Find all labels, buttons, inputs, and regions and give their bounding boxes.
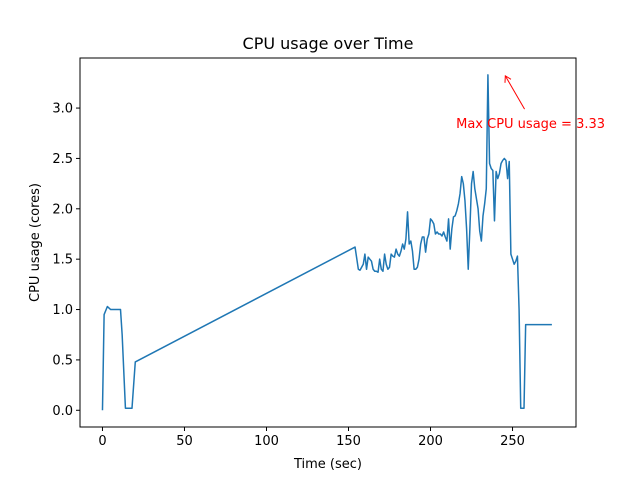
x-axis: 0 50 100 150 200 250: [98, 427, 525, 449]
chart-title: CPU usage over Time: [243, 34, 414, 53]
x-tick-label: 100: [254, 434, 279, 449]
annotation-arrowhead: [504, 74, 512, 83]
y-axis-label: CPU usage (cores): [28, 183, 43, 302]
y-tick-label: 2.5: [52, 152, 73, 167]
x-tick-label: 0: [98, 434, 106, 449]
x-tick-label: 250: [500, 434, 525, 449]
x-tick-label: 200: [418, 434, 443, 449]
cpu-usage-line: [101, 74, 552, 411]
y-tick-label: 3.0: [52, 102, 73, 117]
annotation-arrow: [504, 75, 525, 110]
plot-frame: [79, 57, 577, 428]
max-annotation: Max CPU usage = 3.33: [456, 74, 605, 132]
y-tick-label: 1.0: [52, 303, 73, 318]
y-tick-label: 2.0: [52, 202, 73, 217]
y-tick-label: 1.5: [52, 253, 73, 268]
x-axis-label: Time (sec): [293, 457, 362, 472]
y-tick-label: 0.5: [52, 353, 73, 368]
y-tick-label: 0.0: [52, 404, 73, 419]
y-axis: 0.0 0.5 1.0 1.5 2.0 2.5 3.0: [52, 102, 80, 419]
max-cpu-annotation: Max CPU usage = 3.33: [456, 117, 605, 132]
x-tick-label: 150: [336, 434, 361, 449]
x-tick-label: 50: [176, 434, 193, 449]
